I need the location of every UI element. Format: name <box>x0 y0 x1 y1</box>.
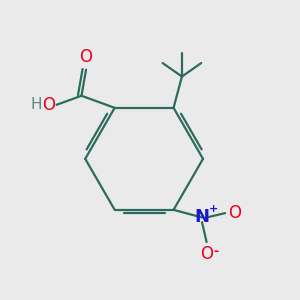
Text: O: O <box>80 48 93 66</box>
Text: O: O <box>228 203 241 221</box>
Text: O: O <box>42 95 55 113</box>
Text: O: O <box>200 245 213 263</box>
Text: +: + <box>208 204 218 214</box>
Text: N: N <box>194 208 209 226</box>
Text: -: - <box>214 245 219 258</box>
Text: H: H <box>31 97 42 112</box>
